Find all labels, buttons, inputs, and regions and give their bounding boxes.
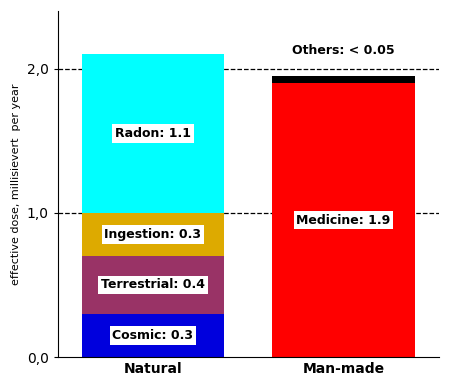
Bar xyxy=(81,314,225,357)
Bar xyxy=(272,76,415,83)
Bar xyxy=(81,54,225,213)
Text: Cosmic: 0.3: Cosmic: 0.3 xyxy=(112,329,194,342)
Text: Radon: 1.1: Radon: 1.1 xyxy=(115,127,191,140)
Bar xyxy=(272,83,415,357)
Bar xyxy=(81,256,225,314)
Bar xyxy=(81,213,225,256)
Text: Ingestion: 0.3: Ingestion: 0.3 xyxy=(104,228,202,241)
Text: Medicine: 1.9: Medicine: 1.9 xyxy=(297,214,391,227)
Text: Terrestrial: 0.4: Terrestrial: 0.4 xyxy=(101,279,205,291)
Y-axis label: effective dose, millisievert  per year: effective dose, millisievert per year xyxy=(11,83,21,285)
Text: Others: < 0.05: Others: < 0.05 xyxy=(292,44,395,57)
